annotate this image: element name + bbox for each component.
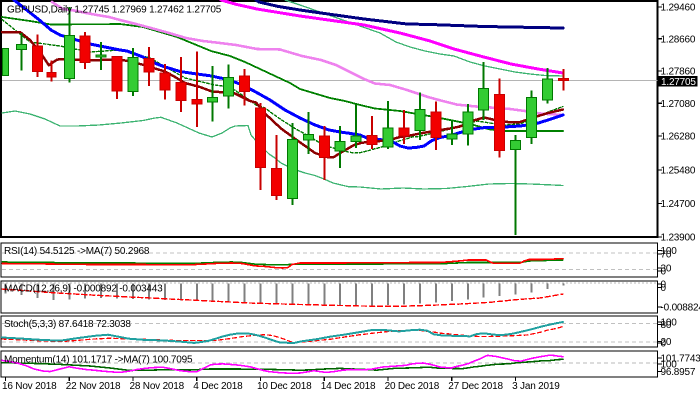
- svg-text:80: 80: [661, 320, 672, 331]
- svg-text:RSI(14) 54.5125 ->MA(7) 50.29: RSI(14) 54.5125 ->MA(7) 50.2968: [4, 246, 150, 257]
- svg-text:0: 0: [661, 283, 667, 294]
- svg-text:GBPUSD,Daily 1.27745 1.27969: GBPUSD,Daily 1.27745 1.27969 1.27462 1.2…: [7, 5, 222, 16]
- svg-text:4 Dec 2018: 4 Dec 2018: [193, 381, 243, 392]
- svg-text:70: 70: [661, 250, 672, 261]
- svg-text:100: 100: [661, 246, 678, 257]
- svg-text:1.27080: 1.27080: [661, 99, 696, 110]
- svg-text:1.26280: 1.26280: [661, 132, 696, 143]
- svg-text:14 Dec 2018: 14 Dec 2018: [321, 381, 376, 392]
- svg-text:1.25480: 1.25480: [661, 166, 696, 177]
- svg-text:16 Nov 2018: 16 Nov 2018: [2, 381, 57, 392]
- svg-text:96.8957: 96.8957: [661, 367, 696, 378]
- svg-text:101.7743: 101.7743: [661, 354, 700, 365]
- svg-text:20 Dec 2018: 20 Dec 2018: [385, 381, 440, 392]
- svg-text:1.28660: 1.28660: [661, 34, 696, 45]
- svg-text:3 Jan 2019: 3 Jan 2019: [512, 381, 560, 392]
- svg-text:100: 100: [661, 318, 678, 329]
- svg-text:30: 30: [661, 264, 672, 275]
- svg-text:10 Dec 2018: 10 Dec 2018: [257, 381, 312, 392]
- svg-text:28 Nov 2018: 28 Nov 2018: [130, 381, 185, 392]
- svg-text:MACD(12,26,9) -0.000892 -0.003: MACD(12,26,9) -0.000892 -0.003443: [4, 284, 163, 295]
- svg-text:0: 0: [661, 280, 667, 291]
- svg-text:-0.008824: -0.008824: [661, 303, 700, 314]
- svg-text:Stoch(5,3,3) 87.6418 72.3038: Stoch(5,3,3) 87.6418 72.3038: [4, 319, 131, 330]
- svg-text:0: 0: [661, 339, 667, 350]
- svg-text:27 Dec 2018: 27 Dec 2018: [448, 381, 503, 392]
- svg-text:22 Nov 2018: 22 Nov 2018: [66, 381, 121, 392]
- svg-text:1.27860: 1.27860: [661, 67, 696, 78]
- svg-text:1.23900: 1.23900: [661, 233, 696, 244]
- svg-text:100: 100: [661, 360, 678, 371]
- svg-text:20: 20: [661, 337, 672, 348]
- svg-text:Momentum(14) 101.1717 ->MA(7): Momentum(14) 101.1717 ->MA(7) 100.7095: [4, 355, 193, 366]
- svg-text:1.29460: 1.29460: [661, 3, 696, 14]
- svg-text:1.27705: 1.27705: [661, 77, 696, 88]
- svg-text:0: 0: [661, 267, 667, 278]
- svg-text:1.24700: 1.24700: [661, 199, 696, 210]
